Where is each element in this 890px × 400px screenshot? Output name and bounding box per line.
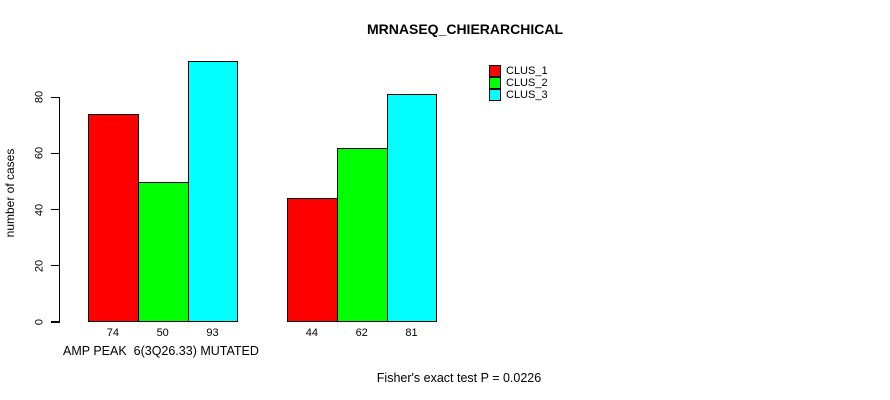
y-tick-label: 40 bbox=[33, 203, 46, 216]
legend-swatch-clus_2 bbox=[489, 77, 501, 90]
y-axis-line bbox=[58, 97, 60, 323]
bar-value-label: 44 bbox=[305, 327, 319, 339]
y-tick-label: 60 bbox=[33, 147, 46, 160]
bar-value-label: 93 bbox=[206, 327, 219, 339]
y-axis-tick bbox=[50, 152, 59, 155]
bar-clus_1-group_2 bbox=[287, 198, 338, 322]
legend-row: CLUS_1 bbox=[489, 64, 548, 78]
fishers-test-annotation: Fisher's exact test P = 0.0226 bbox=[376, 371, 542, 385]
legend-swatch-clus_1 bbox=[489, 65, 501, 78]
bar-clus_2-group_1 bbox=[137, 181, 189, 322]
y-tick-label: 20 bbox=[33, 259, 46, 272]
bar-value-label: 74 bbox=[106, 327, 120, 339]
bar-clus_3-group_1 bbox=[187, 60, 239, 322]
y-axis-tick bbox=[50, 321, 59, 323]
chart-title: MRNASEQ_CHIERARCHICAL bbox=[366, 21, 564, 37]
y-axis-tick bbox=[50, 96, 59, 98]
x-axis-title: AMP PEAK 6(3Q26.33) MUTATED bbox=[63, 344, 259, 358]
bar-clus_2-group_2 bbox=[336, 147, 388, 322]
legend-label: CLUS_2 bbox=[506, 76, 548, 89]
legend-label: CLUS_3 bbox=[506, 88, 548, 101]
y-tick-label: 0 bbox=[33, 318, 46, 326]
bar-value-label: 62 bbox=[355, 327, 368, 339]
bar-value-label: 81 bbox=[405, 327, 418, 339]
legend-row: CLUS_3 bbox=[489, 88, 548, 102]
legend: CLUS_1 CLUS_2 CLUS_3 bbox=[489, 65, 548, 102]
bar-clus_1-group_1 bbox=[88, 114, 139, 322]
bar-clus_3-group_2 bbox=[386, 94, 438, 322]
y-axis-tick bbox=[50, 208, 59, 211]
legend-swatch-clus_3 bbox=[489, 89, 501, 102]
legend-row: CLUS_2 bbox=[489, 76, 548, 90]
y-axis-tick bbox=[50, 265, 59, 267]
legend-label: CLUS_1 bbox=[506, 64, 548, 77]
y-tick-label: 80 bbox=[33, 91, 46, 104]
bar-value-label: 50 bbox=[156, 327, 169, 339]
